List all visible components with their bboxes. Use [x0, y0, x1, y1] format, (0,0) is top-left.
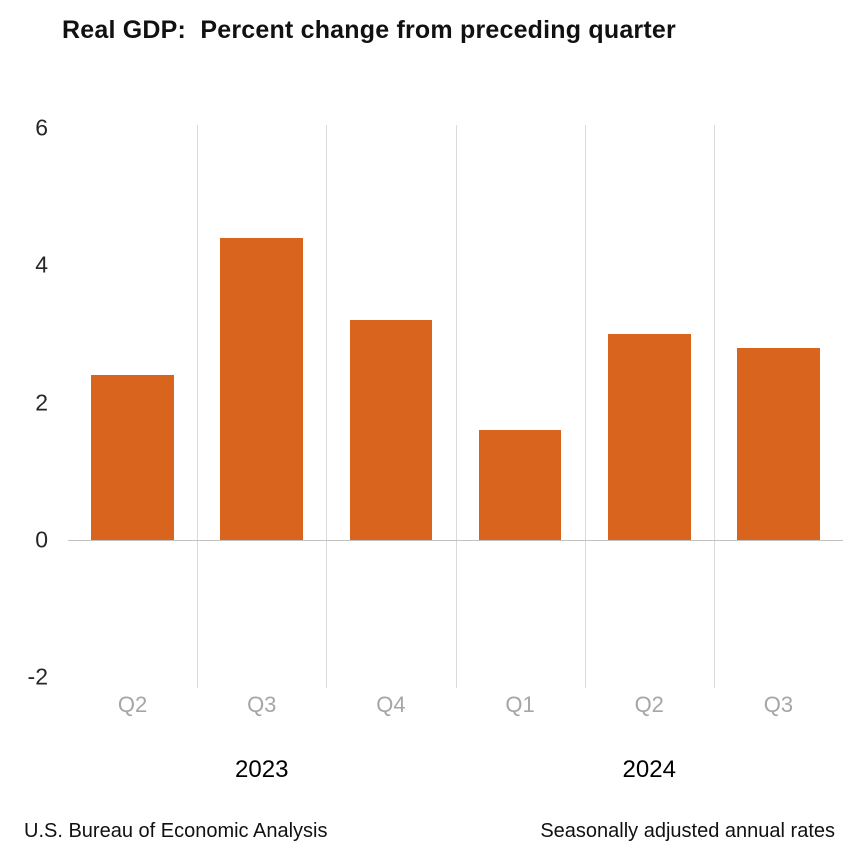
- year-label: 2024: [622, 756, 676, 783]
- gridline: [197, 125, 199, 688]
- bar: [607, 333, 691, 540]
- x-axis-quarter-labels: Q2 Q3 Q4 Q1 Q2 Q3: [68, 692, 843, 720]
- source-note: U.S. Bureau of Economic Analysis: [24, 820, 328, 842]
- y-tick-label: 2: [35, 389, 48, 415]
- quarter-label: Q1: [505, 692, 535, 717]
- y-axis: 6 4 2 0 -2: [0, 115, 48, 690]
- bar: [91, 375, 174, 540]
- year-label: 2023: [235, 756, 289, 783]
- quarter-label: Q4: [376, 692, 406, 717]
- gridline: [713, 125, 715, 688]
- bar: [737, 347, 820, 540]
- x-axis-year-labels: 2023 2024: [68, 756, 843, 786]
- adjustment-note: Seasonally adjusted annual rates: [540, 820, 835, 842]
- quarter-label: Q3: [247, 692, 277, 717]
- y-tick-label: -2: [27, 663, 48, 690]
- bar: [349, 320, 433, 540]
- quarter-label: Q3: [763, 692, 794, 717]
- y-tick-label: 6: [35, 114, 48, 141]
- quarter-label: Q2: [634, 692, 664, 717]
- bar: [478, 429, 562, 540]
- gridline: [326, 125, 328, 688]
- y-tick-label: 4: [35, 251, 48, 278]
- gridline: [455, 125, 457, 688]
- plot-area: [68, 125, 843, 688]
- zero-axis-line: [68, 539, 843, 541]
- quarter-label: Q2: [117, 692, 148, 717]
- chart-title: Real GDP: Percent change from preceding …: [62, 16, 676, 44]
- gridline: [584, 125, 586, 688]
- y-tick-label: 0: [35, 526, 48, 553]
- bar: [220, 237, 304, 540]
